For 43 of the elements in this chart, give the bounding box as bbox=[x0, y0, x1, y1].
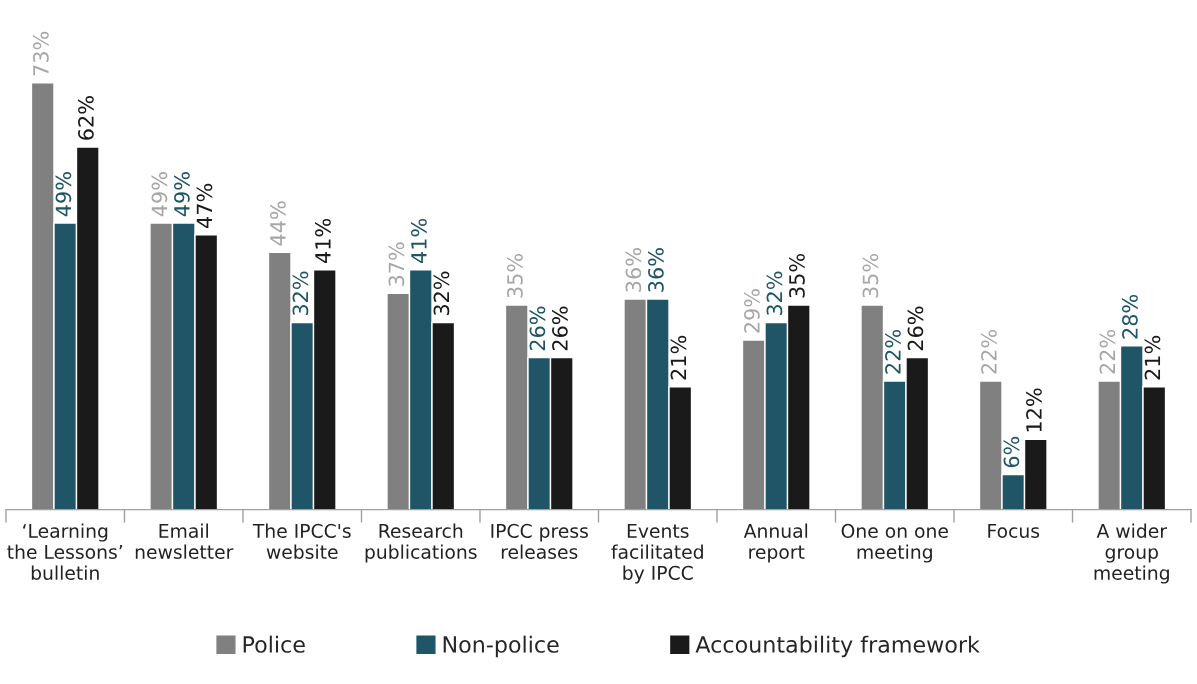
x-tick-label: A wider group meeting bbox=[1094, 523, 1169, 584]
data-label: 22% bbox=[981, 329, 997, 374]
data-label: 32% bbox=[433, 271, 450, 316]
data-label: 21% bbox=[1144, 335, 1161, 380]
data-label: 41% bbox=[315, 218, 331, 264]
data-label: 49% bbox=[55, 172, 72, 217]
data-label: 35% bbox=[507, 253, 523, 298]
data-label: 35% bbox=[862, 253, 879, 298]
data-label: 62% bbox=[78, 96, 94, 140]
x-tick-label: ‘Learning the Lessons’ bulletin bbox=[7, 523, 123, 580]
data-label: 36% bbox=[625, 248, 642, 292]
x-tick-label: Focus bbox=[988, 524, 1040, 538]
x-tick-label: Research publications bbox=[365, 523, 477, 563]
data-label: 49% bbox=[174, 172, 190, 217]
data-label: 21% bbox=[670, 335, 687, 380]
x-tick-label: One on one meeting bbox=[841, 523, 948, 563]
x-tick-label: IPCC press releases bbox=[491, 523, 588, 559]
data-label: 47% bbox=[196, 183, 213, 228]
data-label: 28% bbox=[1122, 294, 1138, 339]
legend-label: Non-police bbox=[443, 635, 559, 658]
data-label: 29% bbox=[744, 289, 760, 333]
data-label: 36% bbox=[648, 248, 664, 292]
data-label: 44% bbox=[270, 201, 286, 246]
data-label: 37% bbox=[388, 242, 405, 286]
data-label: 26% bbox=[552, 306, 568, 351]
data-label: 32% bbox=[292, 271, 309, 316]
data-label: 49% bbox=[151, 172, 168, 217]
data-label: 26% bbox=[529, 306, 546, 351]
x-tick-label: Email newsletter bbox=[135, 523, 234, 559]
x-tick-label: Annual report bbox=[743, 523, 808, 563]
data-label: 22% bbox=[1099, 329, 1116, 374]
data-label: 12% bbox=[1026, 388, 1042, 432]
data-label: 35% bbox=[789, 253, 805, 298]
data-label: 22% bbox=[885, 329, 901, 374]
legend-label: Police bbox=[243, 635, 305, 653]
legend-label: Accountability framework bbox=[695, 635, 980, 658]
x-tick-label: The IPCC's website bbox=[252, 523, 351, 559]
data-label: 6% bbox=[1003, 436, 1020, 468]
data-label: 32% bbox=[766, 271, 783, 316]
x-tick-label: Events facilitated by IPCC bbox=[611, 524, 703, 584]
data-label: 73% bbox=[33, 31, 49, 76]
data-label: 26% bbox=[907, 306, 924, 351]
data-label: 41% bbox=[411, 218, 427, 264]
